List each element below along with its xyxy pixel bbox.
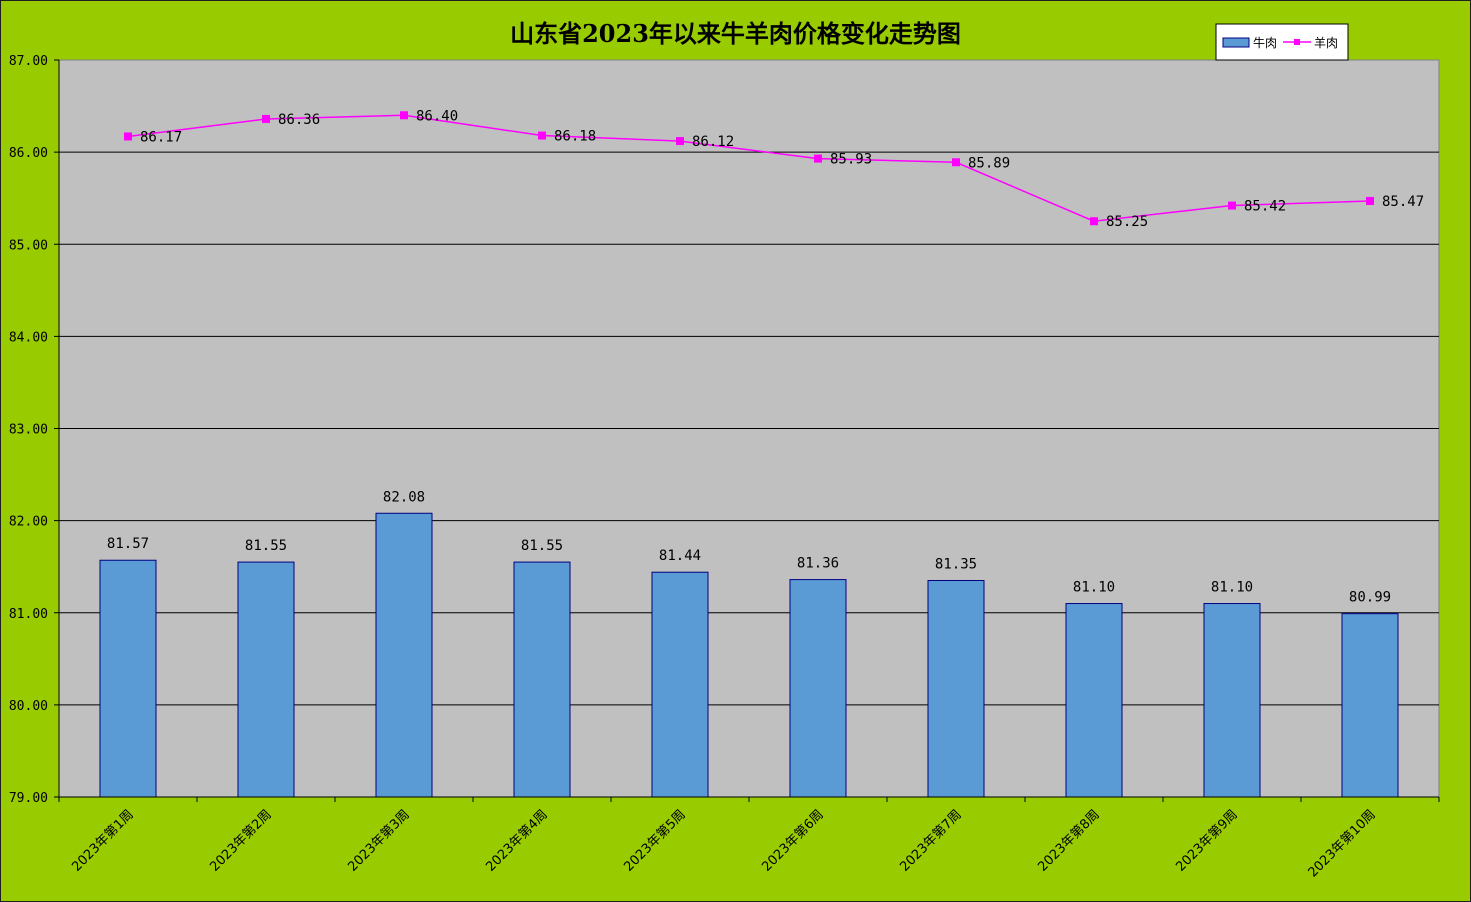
line-data-label: 85.89 — [968, 155, 1010, 171]
line-point[interactable] — [538, 131, 546, 140]
legend: 牛肉 羊肉 — [1215, 23, 1349, 61]
bar[interactable] — [1203, 603, 1261, 798]
bar-data-label: 81.44 — [659, 548, 701, 564]
line-path — [127, 114, 1371, 222]
line-point[interactable] — [676, 137, 684, 146]
bar[interactable] — [237, 561, 295, 798]
bar-data-label: 81.10 — [1211, 580, 1253, 596]
y-tick-label: 83.00 — [9, 423, 48, 438]
x-tick-label: 2023年第1周 — [69, 807, 136, 874]
y-tick-label: 80.00 — [9, 699, 48, 714]
x-tick-label: 2023年第8周 — [1035, 807, 1102, 874]
legend-label-beef: 牛肉 — [1253, 35, 1277, 50]
bar[interactable] — [513, 561, 571, 798]
line-data-label: 86.18 — [554, 129, 596, 145]
y-tick-label: 81.00 — [9, 607, 48, 622]
x-tick-label: 2023年第2周 — [207, 807, 274, 874]
x-tick-label: 2023年第7周 — [897, 807, 964, 874]
bar[interactable] — [1065, 603, 1123, 798]
line-data-label: 86.36 — [278, 112, 320, 128]
bar-data-label: 81.55 — [521, 538, 563, 554]
bar-data-label: 80.99 — [1349, 590, 1391, 606]
bar[interactable] — [1341, 613, 1399, 798]
y-tick-label: 84.00 — [9, 330, 48, 345]
line-point[interactable] — [952, 158, 960, 167]
bar[interactable] — [651, 571, 709, 798]
x-tick-label: 2023年第4周 — [483, 807, 550, 874]
y-tick-label: 87.00 — [9, 54, 48, 69]
x-tick-label: 2023年第9周 — [1173, 807, 1240, 874]
bar-data-label: 82.08 — [383, 489, 425, 505]
bar-data-label: 81.55 — [245, 538, 287, 554]
line-point[interactable] — [1090, 217, 1098, 226]
x-tick-label: 2023年第6周 — [759, 807, 826, 874]
legend-label-mutton: 羊肉 — [1314, 35, 1338, 50]
bar[interactable] — [99, 559, 157, 798]
x-tick-label: 2023年第5周 — [621, 807, 688, 874]
y-tick-label: 79.00 — [9, 791, 48, 806]
line-data-label: 86.17 — [140, 129, 182, 145]
line-data-label: 86.40 — [416, 108, 458, 124]
y-tick-label: 82.00 — [9, 515, 48, 530]
x-tick-label: 2023年第10周 — [1306, 807, 1379, 880]
bar[interactable] — [375, 512, 433, 798]
line-data-label: 86.12 — [692, 134, 734, 150]
line-point[interactable] — [400, 111, 408, 120]
line-point[interactable] — [1366, 196, 1374, 205]
bar-data-label: 81.35 — [935, 557, 977, 573]
y-tick-label: 85.00 — [9, 238, 48, 253]
line-point[interactable] — [1228, 201, 1236, 210]
line-point[interactable] — [124, 132, 132, 141]
chart-title: 山东省2023年以来牛羊肉价格变化走势图 — [510, 19, 961, 48]
bar-data-label: 81.36 — [797, 556, 839, 572]
line-data-label: 85.25 — [1106, 214, 1148, 230]
legend-marker-mutton — [1294, 39, 1300, 45]
bar-data-label: 81.57 — [107, 536, 149, 552]
line-data-label: 85.47 — [1382, 194, 1424, 210]
line-data-label: 85.42 — [1244, 199, 1286, 215]
bar[interactable] — [927, 580, 985, 798]
bar[interactable] — [789, 579, 847, 798]
line-data-label: 85.93 — [830, 152, 872, 168]
y-tick-label: 86.00 — [9, 146, 48, 161]
x-tick-label: 2023年第3周 — [345, 807, 412, 874]
bar-data-label: 81.10 — [1073, 580, 1115, 596]
legend-swatch-beef — [1222, 37, 1250, 48]
line-point[interactable] — [814, 154, 822, 163]
line-point[interactable] — [262, 114, 270, 123]
